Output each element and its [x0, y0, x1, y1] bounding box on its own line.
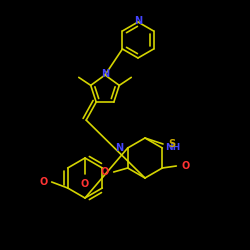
Text: O: O [181, 161, 190, 171]
Text: O: O [40, 177, 48, 187]
Text: O: O [81, 179, 89, 189]
Text: NH: NH [165, 144, 180, 152]
Text: N: N [101, 69, 109, 79]
Text: S: S [168, 139, 175, 149]
Text: N: N [134, 16, 142, 26]
Text: N: N [116, 143, 124, 153]
Text: O: O [100, 167, 109, 177]
